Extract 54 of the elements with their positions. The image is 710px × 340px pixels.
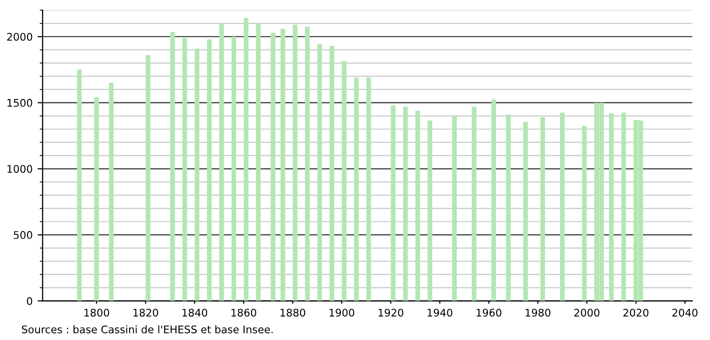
bar (219, 23, 224, 301)
x-tick-label: 1800 (84, 308, 110, 317)
bar (330, 46, 334, 301)
bar (270, 32, 276, 301)
bar (182, 38, 188, 301)
bar (317, 44, 322, 301)
bar (609, 113, 614, 301)
bar (403, 106, 408, 301)
x-tick-label: 1820 (133, 308, 158, 317)
y-tick-label: 500 (14, 231, 32, 239)
bar (390, 105, 396, 301)
bar (231, 36, 236, 301)
bar (560, 112, 565, 301)
bar (194, 48, 200, 301)
bar (256, 23, 261, 301)
bar (472, 106, 476, 301)
bar (77, 70, 82, 301)
x-tick-label: 2020 (623, 308, 648, 317)
bar (170, 32, 175, 301)
bar (206, 39, 212, 301)
y-tick-label: 2000 (7, 32, 32, 41)
bar (506, 114, 511, 301)
bar (354, 78, 359, 301)
bar (305, 26, 310, 301)
source-note: Sources : base Cassini de l'EHESS et base Insee. (22, 325, 273, 334)
x-tick-label: 2000 (574, 308, 600, 317)
x-tick-label: 1940 (428, 308, 452, 317)
bar (342, 61, 346, 301)
bar (415, 110, 420, 301)
x-tick-label: 1840 (182, 308, 208, 317)
bar (292, 24, 298, 301)
x-tick-label: 1980 (526, 308, 550, 317)
x-tick-label: 1960 (476, 308, 502, 317)
y-tick-label: 1500 (8, 98, 32, 107)
bar (582, 126, 587, 301)
x-tick-label: 1900 (330, 308, 354, 317)
bar (540, 117, 546, 301)
bar (491, 99, 496, 301)
bar (523, 122, 528, 301)
bar (280, 28, 286, 301)
x-tick-label: 2040 (672, 308, 698, 317)
x-tick-label: 1860 (232, 308, 256, 317)
y-tick-label: 1000 (8, 164, 32, 173)
bar (244, 18, 248, 301)
bar (621, 112, 626, 301)
x-tick-label: 1880 (280, 308, 306, 317)
bar (94, 97, 99, 301)
bar (452, 116, 457, 301)
y-tick-label: 0 (26, 297, 32, 306)
bar (428, 120, 432, 301)
bar (366, 78, 371, 301)
bar (146, 55, 150, 301)
bar (108, 82, 114, 301)
x-tick-label: 1920 (378, 308, 404, 317)
